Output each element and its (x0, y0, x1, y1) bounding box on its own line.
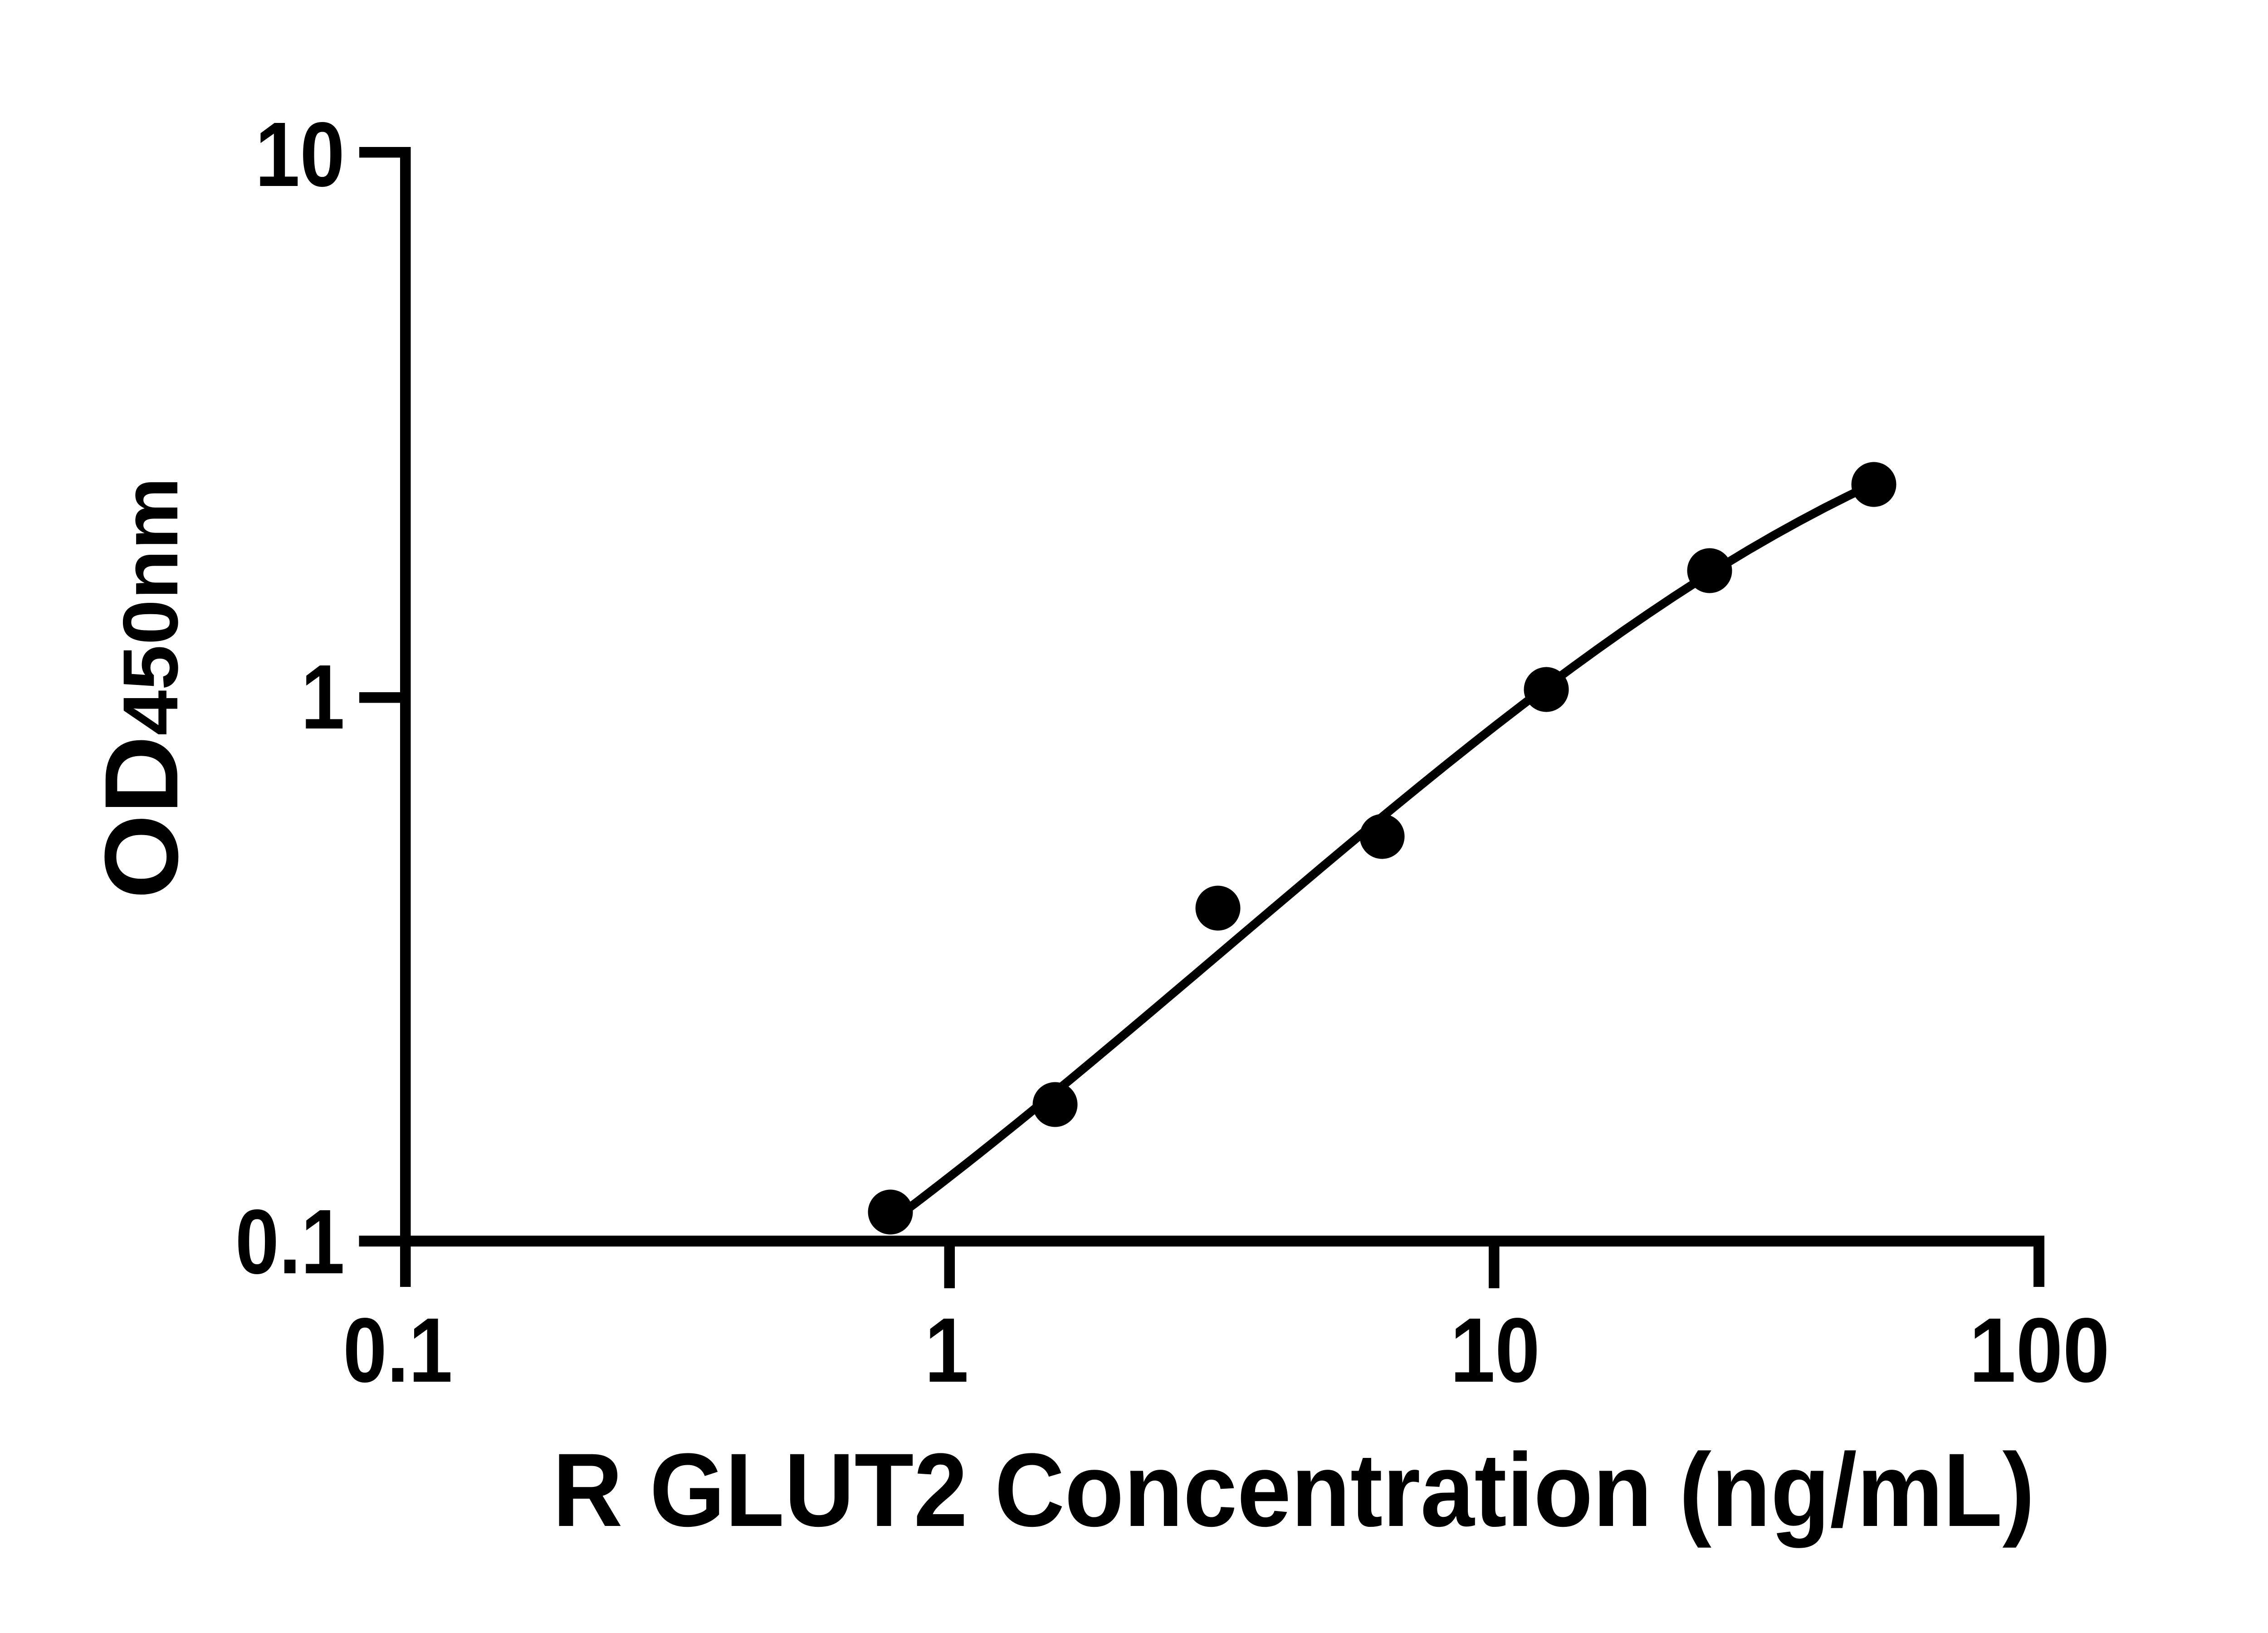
svg-text:0.1: 0.1 (343, 1299, 452, 1401)
svg-text:10: 10 (1450, 1299, 1540, 1401)
svg-text:1: 1 (925, 1299, 969, 1401)
svg-text:100: 100 (1969, 1299, 2110, 1402)
svg-text:1: 1 (301, 645, 345, 748)
svg-text:R GLUT2 Concentration (ng/mL): R GLUT2 Concentration (ng/mL) (552, 1432, 2034, 1549)
svg-text:10: 10 (255, 103, 345, 205)
svg-text:OD450nm: OD450nm (83, 477, 200, 899)
svg-text:0.1: 0.1 (235, 1190, 345, 1293)
